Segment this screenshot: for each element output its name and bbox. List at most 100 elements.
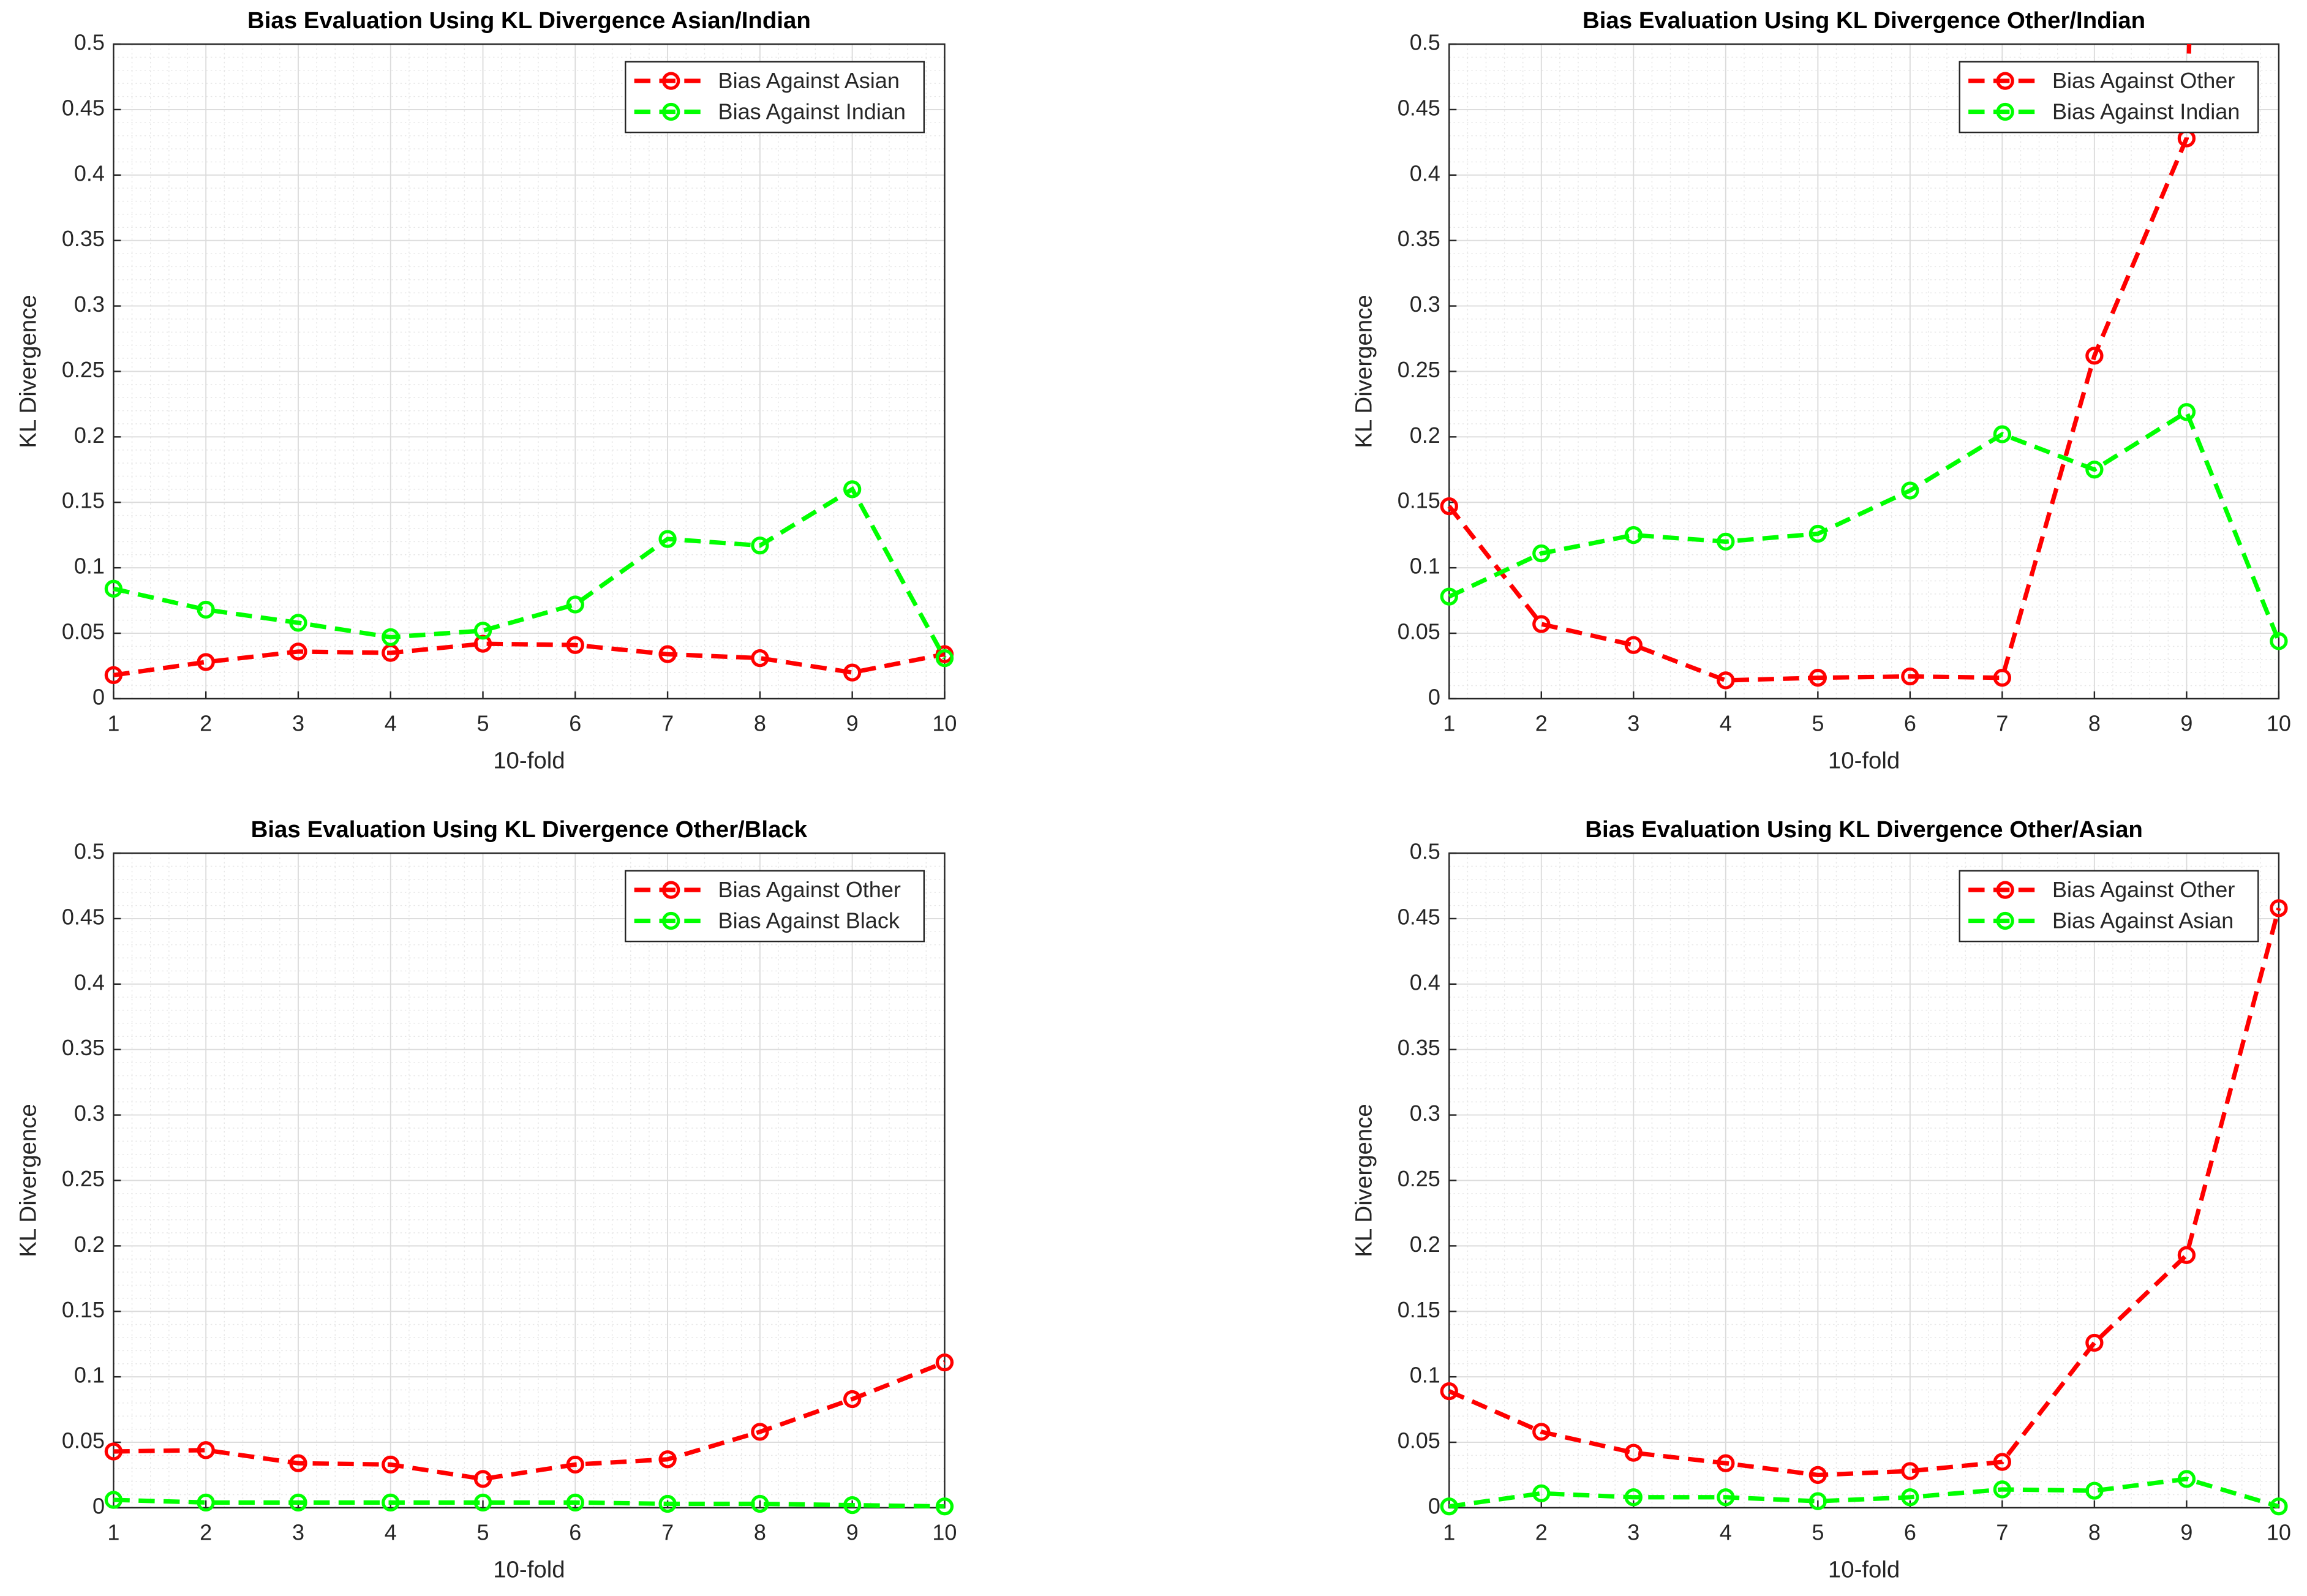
series-line (113, 641, 946, 677)
y-tick-label: 0.5 (74, 30, 105, 55)
y-tick-label: 0.25 (1398, 1166, 1440, 1191)
data-point (104, 666, 123, 685)
x-tick-label: 8 (2088, 1520, 2101, 1545)
data-point (1440, 1497, 1458, 1516)
data-point (197, 1441, 215, 1459)
x-tick-label: 8 (754, 711, 766, 736)
data-point (2085, 461, 2104, 479)
data-point (382, 1493, 400, 1511)
y-axis-label: KL Divergence (15, 1104, 42, 1257)
x-axis-label: 10-fold (493, 747, 565, 774)
x-tick-label: 9 (2180, 1520, 2192, 1545)
data-point (1808, 1466, 1827, 1485)
data-point (658, 1450, 677, 1469)
legend-marker (1996, 911, 2014, 930)
data-point (1624, 526, 1643, 544)
y-tick-label: 0.2 (74, 1232, 105, 1257)
series-line (1447, 44, 2192, 683)
data-point (1901, 1462, 1919, 1480)
data-point (2085, 347, 2104, 365)
y-tick-label: 0.05 (1398, 1428, 1440, 1453)
y-tick-label: 0.05 (62, 1428, 105, 1453)
data-point (1808, 524, 1827, 543)
y-tick-label: 0.15 (62, 488, 105, 513)
data-point (658, 1494, 677, 1513)
legend: Bias Against Other Bias Against Indian (1959, 61, 2259, 134)
y-tick-label: 0.45 (1398, 904, 1440, 929)
y-tick-label: 0.2 (1410, 423, 1440, 448)
data-point (1440, 1382, 1458, 1401)
data-point (935, 649, 954, 668)
y-tick-label: 0.3 (1410, 292, 1440, 317)
legend-marker (662, 102, 680, 121)
data-point (1717, 1454, 1735, 1472)
y-tick-label: 0.25 (62, 357, 105, 382)
data-point (751, 649, 769, 668)
legend-label: Bias Against Other (2052, 877, 2235, 902)
data-point (289, 642, 307, 661)
data-point (104, 1491, 123, 1509)
y-tick-label: 0.1 (1410, 1363, 1440, 1388)
x-tick-label: 1 (1443, 1520, 1455, 1545)
y-tick-label: 0 (1428, 684, 1440, 709)
data-point (658, 530, 677, 548)
y-tick-label: 0.15 (1398, 1297, 1440, 1322)
data-point (104, 579, 123, 598)
y-tick-label: 0.15 (1398, 488, 1440, 513)
data-point (1532, 615, 1551, 633)
y-tick-label: 0.25 (1398, 357, 1440, 382)
x-tick-label: 10 (932, 1520, 957, 1545)
data-point (1440, 587, 1458, 606)
legend-marker (1996, 102, 2014, 121)
subplot: 1 2 3 4 5 6 7 8 9 10 0 0.05 0.1 0.15 0.2 0.25 0.3 0.35 0.4… (1351, 816, 2291, 1583)
chart-title: Bias Evaluation Using KL Divergence Othe… (1583, 7, 2145, 34)
x-tick-label: 8 (754, 1520, 766, 1545)
y-tick-label: 0.45 (62, 904, 105, 929)
x-tick-label: 7 (1996, 1520, 2008, 1545)
y-tick-label: 0.05 (62, 619, 105, 644)
data-point (104, 1442, 123, 1461)
legend: Bias Against Other Bias Against Black (625, 870, 925, 943)
data-point (289, 1493, 307, 1511)
data-point (197, 653, 215, 671)
data-point (1808, 1492, 1827, 1510)
data-point (2177, 1246, 2196, 1264)
data-point (1901, 481, 1919, 500)
x-axis-label: 10-fold (1828, 747, 1900, 774)
x-tick-label: 4 (385, 1520, 397, 1545)
y-tick-label: 0.5 (1410, 30, 1440, 55)
data-point (473, 1470, 492, 1488)
y-tick-label: 0.35 (1398, 226, 1440, 251)
legend-label: Bias Against Black (718, 908, 900, 933)
axes-box (113, 852, 946, 1509)
data-point (1624, 1488, 1643, 1507)
legend-label: Bias Against Asian (2052, 908, 2234, 933)
y-tick-label: 0.35 (1398, 1035, 1440, 1060)
x-tick-label: 6 (1904, 1520, 1916, 1545)
x-tick-label: 10 (2267, 1520, 2291, 1545)
chart-title: Bias Evaluation Using KL Divergence Othe… (251, 816, 808, 843)
axes-box (113, 43, 946, 700)
legend-marker (662, 911, 680, 930)
data-point (843, 1390, 862, 1409)
y-tick-label: 0.3 (74, 1101, 105, 1126)
data-point (382, 1455, 400, 1474)
y-tick-label: 0 (1428, 1493, 1440, 1518)
data-point (843, 1496, 862, 1515)
legend-label: Bias Against Indian (2052, 99, 2240, 124)
data-point (1993, 1480, 2012, 1499)
x-tick-label: 10 (2267, 711, 2291, 736)
chart-title: Bias Evaluation Using KL Divergence Othe… (1585, 816, 2143, 843)
y-tick-label: 0.1 (74, 554, 105, 579)
data-point (566, 1493, 584, 1511)
subplot: 1 2 3 4 5 6 7 8 9 10 0 0.05 0.1 0.15 0.2 0.25 0.3 0.35 0.4… (1351, 7, 2291, 774)
legend-label: Bias Against Indian (718, 99, 906, 124)
data-point (1440, 497, 1458, 516)
y-tick-label: 0.4 (1410, 160, 1440, 186)
x-tick-label: 2 (1535, 711, 1548, 736)
subplot: 1 2 3 4 5 6 7 8 9 10 0 0.05 0.1 0.15 0.2 0.25 0.3 0.35 0.4… (15, 7, 957, 774)
series-line (1448, 1477, 2279, 1509)
legend-marker (1996, 881, 2014, 899)
x-tick-label: 2 (1535, 1520, 1548, 1545)
